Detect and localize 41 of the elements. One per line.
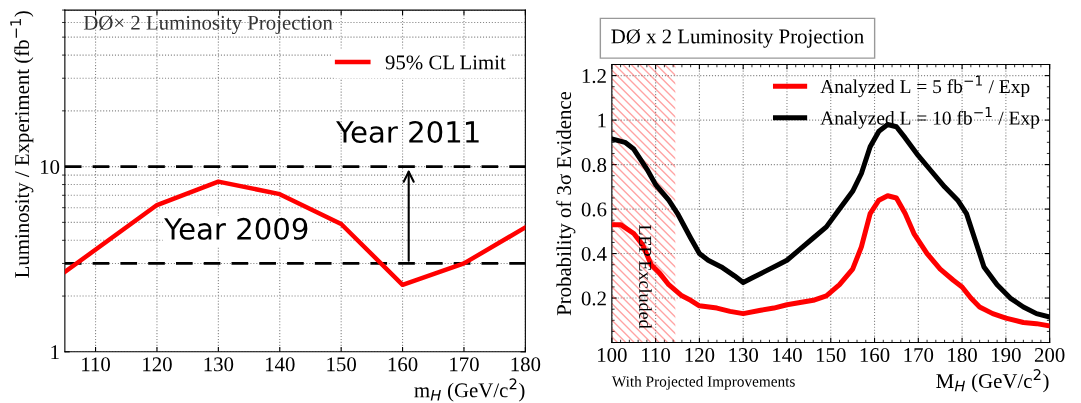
x-tick-label: 120 (685, 348, 715, 363)
x-tick-label: 180 (511, 357, 541, 372)
x-tick-label: 200 (1034, 348, 1065, 363)
line-series (64, 179, 526, 288)
legend-label: Analyzed L = 5 fb$^{−1}$ / Exp (820, 75, 1030, 98)
chart-title: DØ x 2 Luminosity Projection (611, 29, 864, 48)
y-axis-title: Probability of 3σ Evidence (556, 91, 576, 316)
x-tick-label: 130 (729, 348, 759, 363)
x-tick-label: 190 (992, 348, 1021, 363)
x-tick-label: 170 (904, 348, 934, 363)
annotation: Year 2011 (336, 120, 479, 143)
legend-label: 95% CL Limit (385, 55, 506, 70)
chart-title: DØ× 2 Luminosity Projection (83, 15, 333, 35)
y-tick-label: 1 (51, 345, 59, 360)
x-tick-label: 140 (773, 348, 802, 363)
y-tick-label: 1.2 (582, 69, 606, 84)
x-tick-label: 110 (642, 348, 671, 363)
x-tick-label: 160 (388, 357, 418, 372)
x-tick-label: 180 (948, 348, 977, 363)
y-tick-label: 0.2 (581, 291, 606, 306)
x-tick-label: 170 (450, 357, 479, 372)
x-tick-label: 110 (82, 357, 110, 372)
x-tick-label: 160 (860, 348, 890, 363)
x-tick-label: 130 (204, 357, 234, 372)
band-label: LEP Excluded (639, 225, 652, 329)
legend-label: Analyzed L = 10 fb$^{−1}$ / Exp (820, 107, 1040, 129)
y-tick-label: 0.4 (581, 246, 607, 262)
x-tick-label: 150 (327, 357, 356, 372)
y-tick-label: 0.8 (581, 157, 607, 173)
y-tick-label: 10 (41, 159, 60, 175)
y-tick-label: 0.6 (581, 202, 607, 217)
text: With Projected Improvements (611, 375, 795, 390)
y-tick-label: 1 (598, 113, 606, 128)
x-tick-label: 150 (816, 348, 846, 363)
annotation: Year 2009 (164, 217, 308, 240)
x-axis-title: m$_{H}$ (GeV/c$^{2}$) (414, 378, 525, 402)
x-tick-label: 140 (265, 357, 295, 372)
x-tick-label: 120 (143, 357, 172, 372)
x-tick-label: 100 (598, 348, 627, 363)
y-axis-title: Luminosity / Experiment (fb$^{−1}$) (10, 11, 34, 278)
x-axis-title: M$_{H}$ (GeV/c$^{2}$) (936, 369, 1049, 393)
